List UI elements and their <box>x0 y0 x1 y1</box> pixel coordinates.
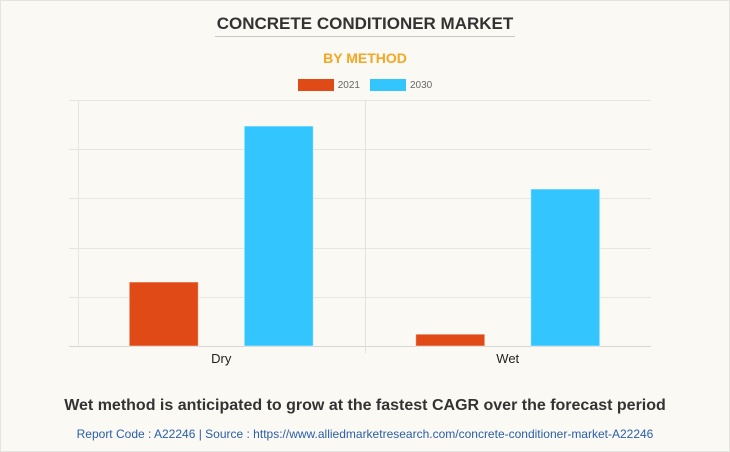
bar-wet-2021[interactable] <box>415 333 486 347</box>
legend-swatch-2021 <box>297 79 334 91</box>
x-tick-label-wet: Wet <box>496 351 519 366</box>
x-tick-labels: Dry Wet <box>211 351 519 366</box>
bar-dry-2021[interactable] <box>128 281 199 347</box>
legend: 2021 2030 <box>0 79 730 91</box>
legend-item-2030[interactable]: 2030 <box>370 79 432 91</box>
bar-dry-2030[interactable] <box>243 125 314 347</box>
bars <box>128 125 601 347</box>
legend-item-2021[interactable]: 2021 <box>297 79 360 91</box>
x-tick-label-dry: Dry <box>211 351 232 366</box>
chart-caption: Wet method is anticipated to grow at the… <box>64 397 666 414</box>
title-underline <box>215 36 515 37</box>
legend-swatch-2030 <box>370 79 406 91</box>
chart-subtitle: BY METHOD <box>323 50 407 66</box>
legend-label-2030: 2030 <box>410 79 433 91</box>
legend-label-2021: 2021 <box>337 79 360 91</box>
source-line[interactable]: Report Code : A22246 | Source : https://… <box>76 427 654 441</box>
bar-wet-2030[interactable] <box>530 188 601 347</box>
chart-title: CONCRETE CONDITIONER MARKET <box>216 14 514 33</box>
